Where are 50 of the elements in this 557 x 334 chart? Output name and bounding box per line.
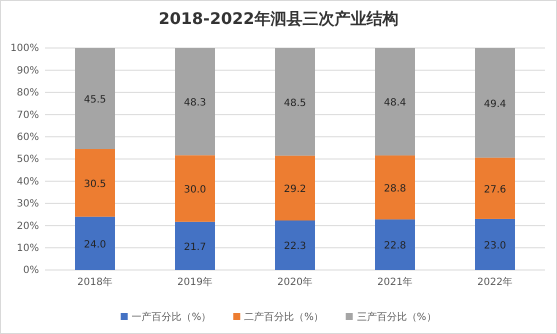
data-label: 48.3	[184, 98, 206, 109]
bar	[375, 155, 415, 220]
legend-label: 一产百分比（%）	[132, 311, 212, 323]
data-label: 48.4	[384, 98, 406, 109]
data-label: 45.5	[84, 94, 106, 106]
bar	[475, 48, 515, 158]
data-label: 28.8	[384, 183, 406, 194]
bar	[275, 220, 315, 270]
data-label: 24.0	[84, 239, 106, 250]
y-tick-label: 100%	[10, 43, 39, 54]
y-tick-label: 30%	[16, 198, 39, 210]
y-tick-label: 70%	[16, 110, 39, 121]
data-label: 29.2	[284, 184, 306, 196]
y-tick-label: 60%	[16, 132, 39, 143]
data-label: 21.7	[184, 242, 206, 253]
y-tick-label: 80%	[16, 88, 39, 99]
y-tick-label: 50%	[16, 154, 39, 166]
legend-label: 三产百分比（%）	[356, 311, 436, 323]
x-tick-label: 2022年	[477, 276, 513, 288]
data-label: 23.0	[484, 240, 506, 252]
bar	[275, 156, 315, 220]
bar	[175, 155, 215, 222]
bar	[275, 48, 315, 156]
data-label: 48.5	[284, 98, 306, 109]
x-tick-label: 2019年	[177, 276, 213, 288]
x-tick-label: 2018年	[77, 276, 113, 288]
x-tick-label: 2021年	[377, 276, 413, 288]
bar	[475, 158, 515, 219]
legend-label: 二产百分比（%）	[244, 311, 324, 323]
bar	[75, 48, 115, 150]
data-label: 22.8	[384, 240, 406, 252]
bar	[75, 216, 115, 270]
bar	[375, 219, 415, 270]
data-label: 27.6	[484, 184, 506, 196]
bar	[175, 222, 215, 270]
bar	[175, 48, 215, 156]
data-label: 49.4	[484, 98, 506, 110]
data-label: 30.0	[184, 184, 206, 196]
data-label: 22.3	[284, 241, 306, 252]
y-tick-label: 0%	[23, 265, 39, 276]
y-tick-label: 40%	[16, 176, 39, 188]
x-tick-label: 2020年	[277, 276, 313, 288]
y-tick-label: 90%	[16, 65, 39, 76]
bar	[475, 218, 515, 270]
y-tick-label: 20%	[16, 220, 39, 232]
bar	[75, 149, 115, 217]
data-label: 30.5	[84, 178, 106, 190]
chart-title: 2018-2022年泗县三次产业结构	[158, 9, 398, 28]
y-tick-label: 10%	[16, 243, 39, 254]
bar	[375, 48, 415, 156]
